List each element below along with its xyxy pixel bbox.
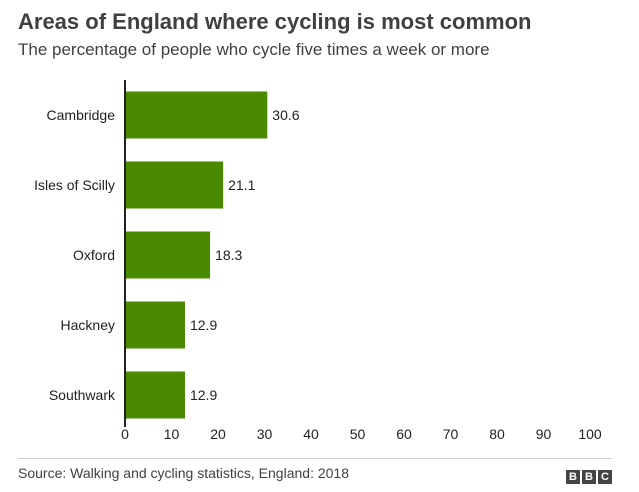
bbc-logo-letter: B — [582, 470, 596, 484]
x-tick-label: 70 — [443, 426, 459, 442]
x-tick-label: 100 — [578, 426, 602, 442]
x-tick-label: 50 — [350, 426, 366, 442]
value-label: 12.9 — [190, 317, 217, 333]
footer-divider — [18, 458, 612, 459]
category-label: Southwark — [49, 387, 116, 403]
x-tick-label: 0 — [121, 426, 129, 442]
value-label: 30.6 — [272, 107, 299, 123]
bar — [125, 231, 211, 279]
value-label: 18.3 — [215, 247, 242, 263]
x-tick-label: 80 — [489, 426, 505, 442]
x-tick-label: 40 — [303, 426, 319, 442]
x-tick-label: 30 — [257, 426, 273, 442]
x-tick-label: 10 — [164, 426, 180, 442]
x-tick-label: 20 — [210, 426, 226, 442]
bbc-logo-letter: C — [598, 470, 612, 484]
bbc-logo-letter: B — [566, 470, 580, 484]
category-label: Cambridge — [47, 107, 116, 123]
x-tick-label: 60 — [396, 426, 412, 442]
chart-subtitle: The percentage of people who cycle five … — [18, 40, 490, 59]
value-label: 21.1 — [228, 177, 255, 193]
bar — [125, 161, 224, 209]
chart-title: Areas of England where cycling is most c… — [18, 9, 532, 34]
source-note: Source: Walking and cycling statistics, … — [18, 465, 349, 481]
category-label: Oxford — [73, 247, 115, 263]
category-label: Hackney — [61, 317, 115, 333]
bar — [125, 91, 268, 139]
value-label: 12.9 — [190, 387, 217, 403]
bar — [125, 301, 185, 349]
bar — [125, 371, 185, 419]
x-tick-label: 90 — [536, 426, 552, 442]
category-label: Isles of Scilly — [34, 177, 115, 193]
bbc-logo: B B C — [566, 470, 612, 484]
